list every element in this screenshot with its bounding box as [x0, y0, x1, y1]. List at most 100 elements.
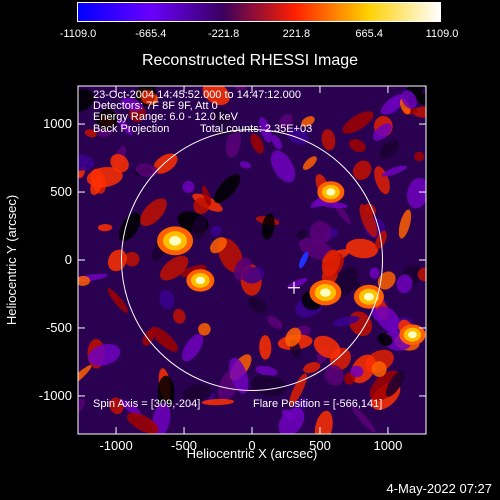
y-axis-label: Heliocentric Y (arcsec)	[4, 195, 19, 325]
image-blob	[359, 204, 378, 237]
image-blob	[202, 86, 230, 106]
colorbar-tick-label: 665.4	[355, 28, 383, 40]
colorbar	[77, 2, 441, 22]
image-blob	[78, 154, 95, 171]
image-blob	[350, 365, 364, 378]
image-blob	[313, 335, 341, 359]
annotation-flare-position: Flare Position = [-566,141]	[253, 398, 382, 410]
image-blob	[380, 94, 406, 115]
image-blob	[396, 274, 413, 294]
image-blob	[259, 335, 272, 360]
image-blob	[375, 306, 400, 332]
x-tick-label: 1000	[373, 438, 402, 453]
image-blob	[141, 90, 156, 105]
image-blob	[250, 133, 264, 154]
y-axis: -1000 -500 0 500 1000	[39, 116, 426, 403]
image-blob	[381, 165, 407, 177]
image-blob	[261, 213, 275, 240]
image-blob	[110, 153, 129, 173]
image-blob	[414, 151, 425, 162]
image-blob	[289, 373, 307, 406]
image-blob	[267, 315, 283, 329]
image-blob	[213, 174, 241, 204]
image-blob	[88, 343, 121, 366]
image-blob	[150, 326, 178, 352]
image-blob	[210, 237, 227, 254]
x-axis: -1000 -500 0 500 1000	[99, 86, 402, 453]
image-blob	[90, 176, 103, 196]
spin-axis-cross	[288, 281, 301, 294]
image-blob	[372, 123, 392, 141]
image-blob	[342, 111, 374, 134]
image-blob	[229, 357, 249, 394]
image-blob	[120, 97, 144, 112]
image-blob	[332, 315, 360, 327]
image-blob	[160, 255, 189, 281]
y-tick-label: 500	[50, 184, 72, 199]
image-blob	[210, 225, 222, 237]
annotation-total-counts: Total counts: 2.35E+03	[200, 123, 312, 135]
image-blob	[379, 140, 400, 159]
figure-title: Reconstructed RHESSI Image	[141, 52, 359, 69]
solar-limb-circle	[121, 129, 383, 391]
image-blob	[124, 251, 140, 267]
image-blob	[417, 93, 426, 105]
image-blob	[250, 374, 287, 397]
x-tick-label: -1000	[99, 438, 132, 453]
image-blob	[377, 271, 396, 290]
image-blob	[107, 288, 129, 313]
colorbar-tick-label: 1109.0	[425, 28, 459, 40]
image-blob	[225, 129, 241, 158]
image-blob	[302, 156, 317, 170]
image-blob	[385, 370, 405, 397]
image-blob	[121, 400, 142, 417]
x-tick-label: -500	[171, 438, 197, 453]
image-blob	[301, 116, 315, 127]
image-blob	[239, 161, 251, 169]
image-blob	[157, 375, 175, 410]
image-blob	[279, 113, 293, 128]
image-blob	[324, 364, 344, 386]
image-blob	[255, 365, 278, 377]
image-blob	[345, 238, 379, 259]
image-blob	[212, 108, 232, 128]
image-blob	[182, 384, 213, 403]
image-blob	[142, 329, 155, 346]
y-tick-label: 0	[65, 252, 72, 267]
image-blob	[234, 257, 252, 281]
image-blob	[97, 223, 113, 232]
image-blob	[285, 327, 302, 347]
bright-source	[320, 288, 331, 297]
y-tick-label: 1000	[43, 116, 72, 131]
image-blob	[247, 296, 267, 313]
image-blob	[182, 334, 204, 362]
image-blob	[140, 198, 167, 227]
image-blob	[78, 275, 91, 286]
image-blob	[369, 267, 380, 279]
image-blob	[321, 249, 341, 277]
annotation-spin-axis: Spin Axis = [309,-204]	[93, 398, 200, 410]
x-tick-label: 500	[309, 438, 331, 453]
image-blob	[84, 129, 97, 138]
colorbar-tick-label: -221.8	[207, 28, 240, 40]
colorbar-tick-label: 221.8	[282, 28, 311, 40]
annotation-energy-range: Energy Range: 6.0 - 12.0 keV	[93, 111, 239, 123]
image-blob	[353, 160, 372, 180]
bright-source	[363, 292, 374, 301]
image-blob	[159, 289, 175, 310]
image-blob	[191, 215, 207, 240]
image-blob	[201, 398, 235, 406]
image-blob	[78, 89, 95, 112]
image-blob	[321, 129, 336, 151]
colorbar-gradient	[77, 2, 441, 22]
image-blob	[417, 267, 426, 282]
image-blob	[173, 308, 186, 324]
annotation-detectors: Detectors: 7F 8F 9F, Att 0	[93, 100, 218, 112]
image-blob	[398, 209, 412, 239]
y-tick-label: -500	[46, 320, 72, 335]
image-blobs	[78, 86, 426, 434]
image-blob	[401, 90, 417, 109]
x-axis-label: Heliocentric X (arcsec)	[187, 446, 318, 461]
image-blob	[309, 221, 332, 245]
